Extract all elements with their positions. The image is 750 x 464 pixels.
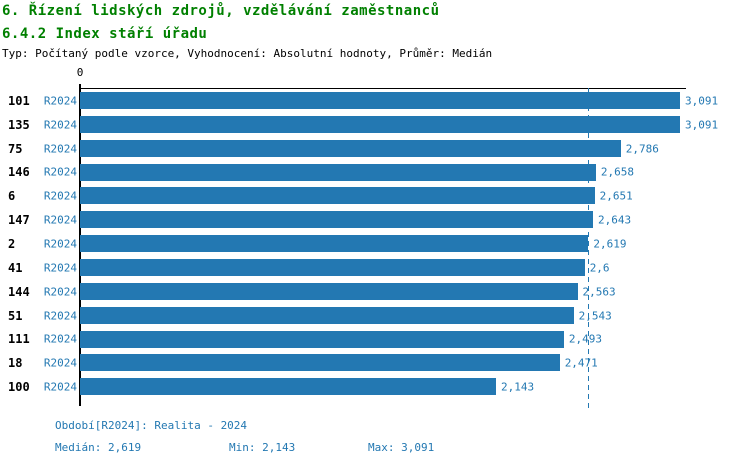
series-label: R2024	[43, 380, 77, 394]
bar	[80, 211, 593, 229]
value-label: 2,543	[578, 309, 612, 323]
x-axis-zero-tick-label: 0	[76, 66, 84, 79]
bar	[80, 306, 574, 324]
category-label: 101	[8, 93, 30, 108]
category-label: 75	[8, 141, 23, 156]
series-label: R2024	[43, 94, 77, 108]
value-label: 2,643	[598, 213, 632, 227]
chart-row: 18 R2024 2,471	[0, 351, 750, 375]
bar	[80, 115, 680, 133]
series-label: R2024	[43, 142, 77, 156]
chart-row: 135 R2024 3,091	[0, 113, 750, 137]
stat-max: Max: 3,091	[368, 441, 435, 454]
series-label: R2024	[43, 118, 77, 132]
series-label: R2024	[43, 285, 77, 299]
value-label: 2,619	[593, 237, 627, 251]
chart-row: 146 R2024 2,658	[0, 161, 750, 185]
series-label: R2024	[43, 356, 77, 370]
bar	[80, 139, 621, 157]
value-label: 2,658	[600, 165, 635, 179]
category-label: 18	[8, 356, 23, 371]
category-label: 111	[8, 332, 30, 347]
chart-subtitle: 6.4.2 Index stáří úřadu	[2, 26, 208, 42]
chart-row: 111 R2024 2,493	[0, 328, 750, 352]
category-label: 51	[8, 308, 23, 323]
series-label: R2024	[43, 309, 77, 323]
value-label: 2,471	[564, 356, 598, 370]
stat-median: Medián: 2,619	[55, 441, 142, 454]
chart-row: 147 R2024 2,643	[0, 208, 750, 232]
value-label: 2,563	[582, 285, 616, 299]
chart-row: 100 R2024 2,143	[0, 375, 750, 399]
bar	[80, 354, 560, 372]
series-label: R2024	[43, 237, 77, 251]
chart-row: 6 R2024 2,651	[0, 184, 750, 208]
series-label: R2024	[43, 189, 77, 203]
legend-period: Období[R2024]: Realita - 2024	[55, 419, 248, 432]
value-label: 2,6	[589, 261, 610, 275]
series-label: R2024	[43, 261, 77, 275]
bar	[80, 187, 595, 205]
series-label: R2024	[43, 165, 77, 179]
category-label: 146	[8, 165, 30, 180]
category-label: 144	[8, 284, 30, 299]
category-label: 135	[8, 117, 30, 132]
plot-top-border	[80, 88, 686, 89]
series-label: R2024	[43, 213, 77, 227]
value-label: 2,493	[568, 332, 603, 346]
bar	[80, 258, 585, 276]
stat-min: Min: 2,143	[229, 441, 296, 454]
category-label: 100	[8, 380, 30, 395]
chart-row: 101 R2024 3,091	[0, 89, 750, 113]
bar	[80, 330, 564, 348]
chart-row: 51 R2024 2,543	[0, 304, 750, 328]
category-label: 2	[8, 237, 16, 252]
chart-meta-line: Typ: Počítaný podle vzorce, Vyhodnocení:…	[2, 47, 493, 60]
category-label: 41	[8, 260, 23, 275]
chart-row: 75 R2024 2,786	[0, 137, 750, 161]
value-label: 2,786	[625, 142, 659, 156]
chart-row: 2 R2024 2,619	[0, 232, 750, 256]
category-label: 147	[8, 213, 30, 228]
value-label: 3,091	[685, 94, 719, 108]
value-label: 2,651	[599, 189, 633, 203]
series-label: R2024	[43, 332, 77, 346]
bar	[80, 235, 589, 253]
category-label: 6	[8, 189, 16, 204]
bar	[80, 163, 596, 181]
value-label: 2,143	[501, 380, 535, 394]
bar	[80, 92, 680, 109]
page-title: 6. Řízení lidských zdrojů, vzdělávání za…	[2, 3, 440, 19]
bar	[80, 378, 496, 396]
chart-row: 144 R2024 2,563	[0, 280, 750, 304]
value-label: 3,091	[685, 118, 719, 132]
bar	[80, 282, 578, 300]
chart-row: 41 R2024 2,6	[0, 256, 750, 280]
median-reference-line	[588, 88, 590, 410]
